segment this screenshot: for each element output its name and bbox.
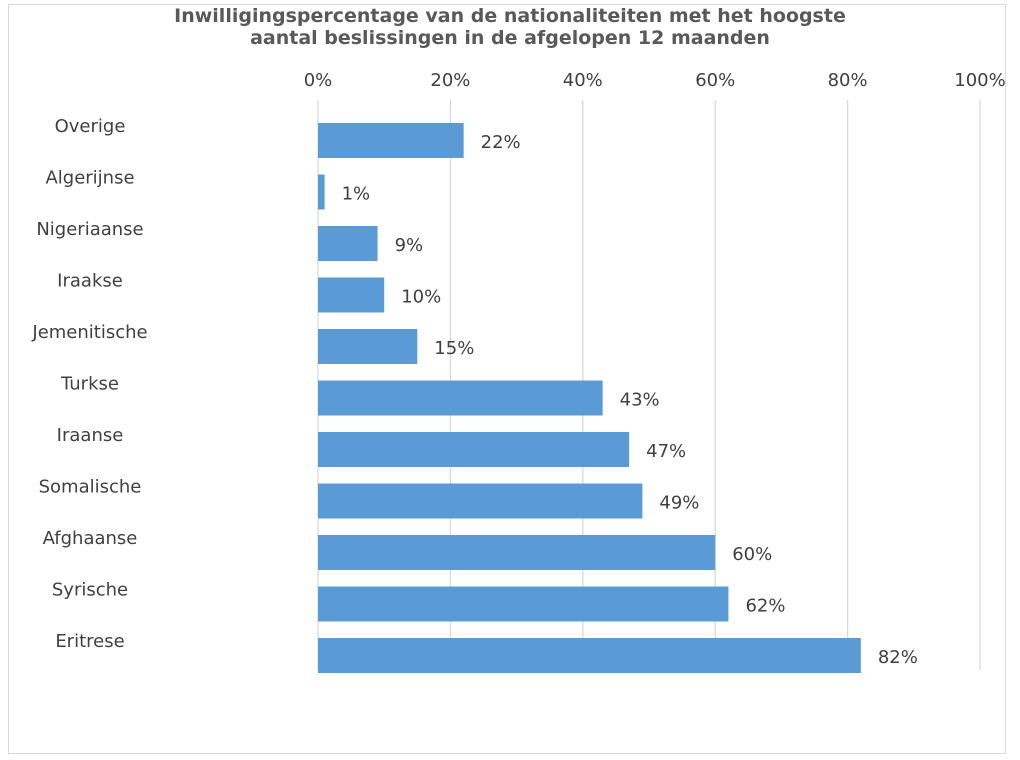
bar — [318, 226, 378, 261]
x-tick-label: 80% — [828, 70, 868, 91]
bar — [318, 277, 385, 313]
chart-title: Inwilligingspercentage van de nationalit… — [0, 5, 1020, 49]
x-tick-label: 60% — [695, 70, 735, 91]
data-label: 1% — [342, 184, 371, 205]
bar — [318, 535, 716, 570]
x-tick-label: 20% — [430, 70, 470, 91]
data-label: 49% — [659, 493, 699, 514]
category-label: Algerijnse — [45, 168, 134, 189]
bar — [318, 638, 861, 673]
category-label: Syrische — [52, 580, 128, 601]
data-label: 47% — [646, 441, 686, 462]
data-label: 10% — [401, 287, 441, 308]
category-label: Eritrese — [55, 631, 124, 652]
data-label: 60% — [732, 544, 772, 565]
category-label: Jemenitische — [31, 322, 147, 343]
chart-frame — [8, 4, 1006, 754]
data-label: 9% — [395, 235, 424, 256]
bar — [318, 174, 325, 210]
data-label: 22% — [481, 132, 521, 153]
bar — [318, 432, 630, 467]
category-label: Afghaanse — [43, 528, 138, 549]
chart-title-line-2: aantal beslissingen in de afgelopen 12 m… — [250, 27, 770, 49]
bar — [318, 329, 418, 364]
bar — [318, 380, 603, 416]
category-label: Iraanse — [57, 425, 124, 446]
x-tick-label: 100% — [954, 70, 1005, 91]
data-label: 82% — [878, 647, 918, 668]
category-label: Nigeriaanse — [36, 219, 143, 240]
data-label: 15% — [434, 338, 474, 359]
bar — [318, 586, 729, 622]
x-tick-label: 0% — [304, 70, 333, 91]
data-label: 43% — [620, 390, 660, 411]
category-label: Iraakse — [57, 271, 123, 292]
bar — [318, 483, 643, 519]
category-label: Turkse — [60, 374, 119, 395]
category-label: Somalische — [39, 477, 142, 498]
category-label: Overige — [55, 116, 126, 137]
data-label: 62% — [745, 596, 785, 617]
bar — [318, 123, 464, 158]
chart-title-line-1: Inwilligingspercentage van de nationalit… — [174, 5, 846, 27]
x-tick-label: 40% — [563, 70, 603, 91]
